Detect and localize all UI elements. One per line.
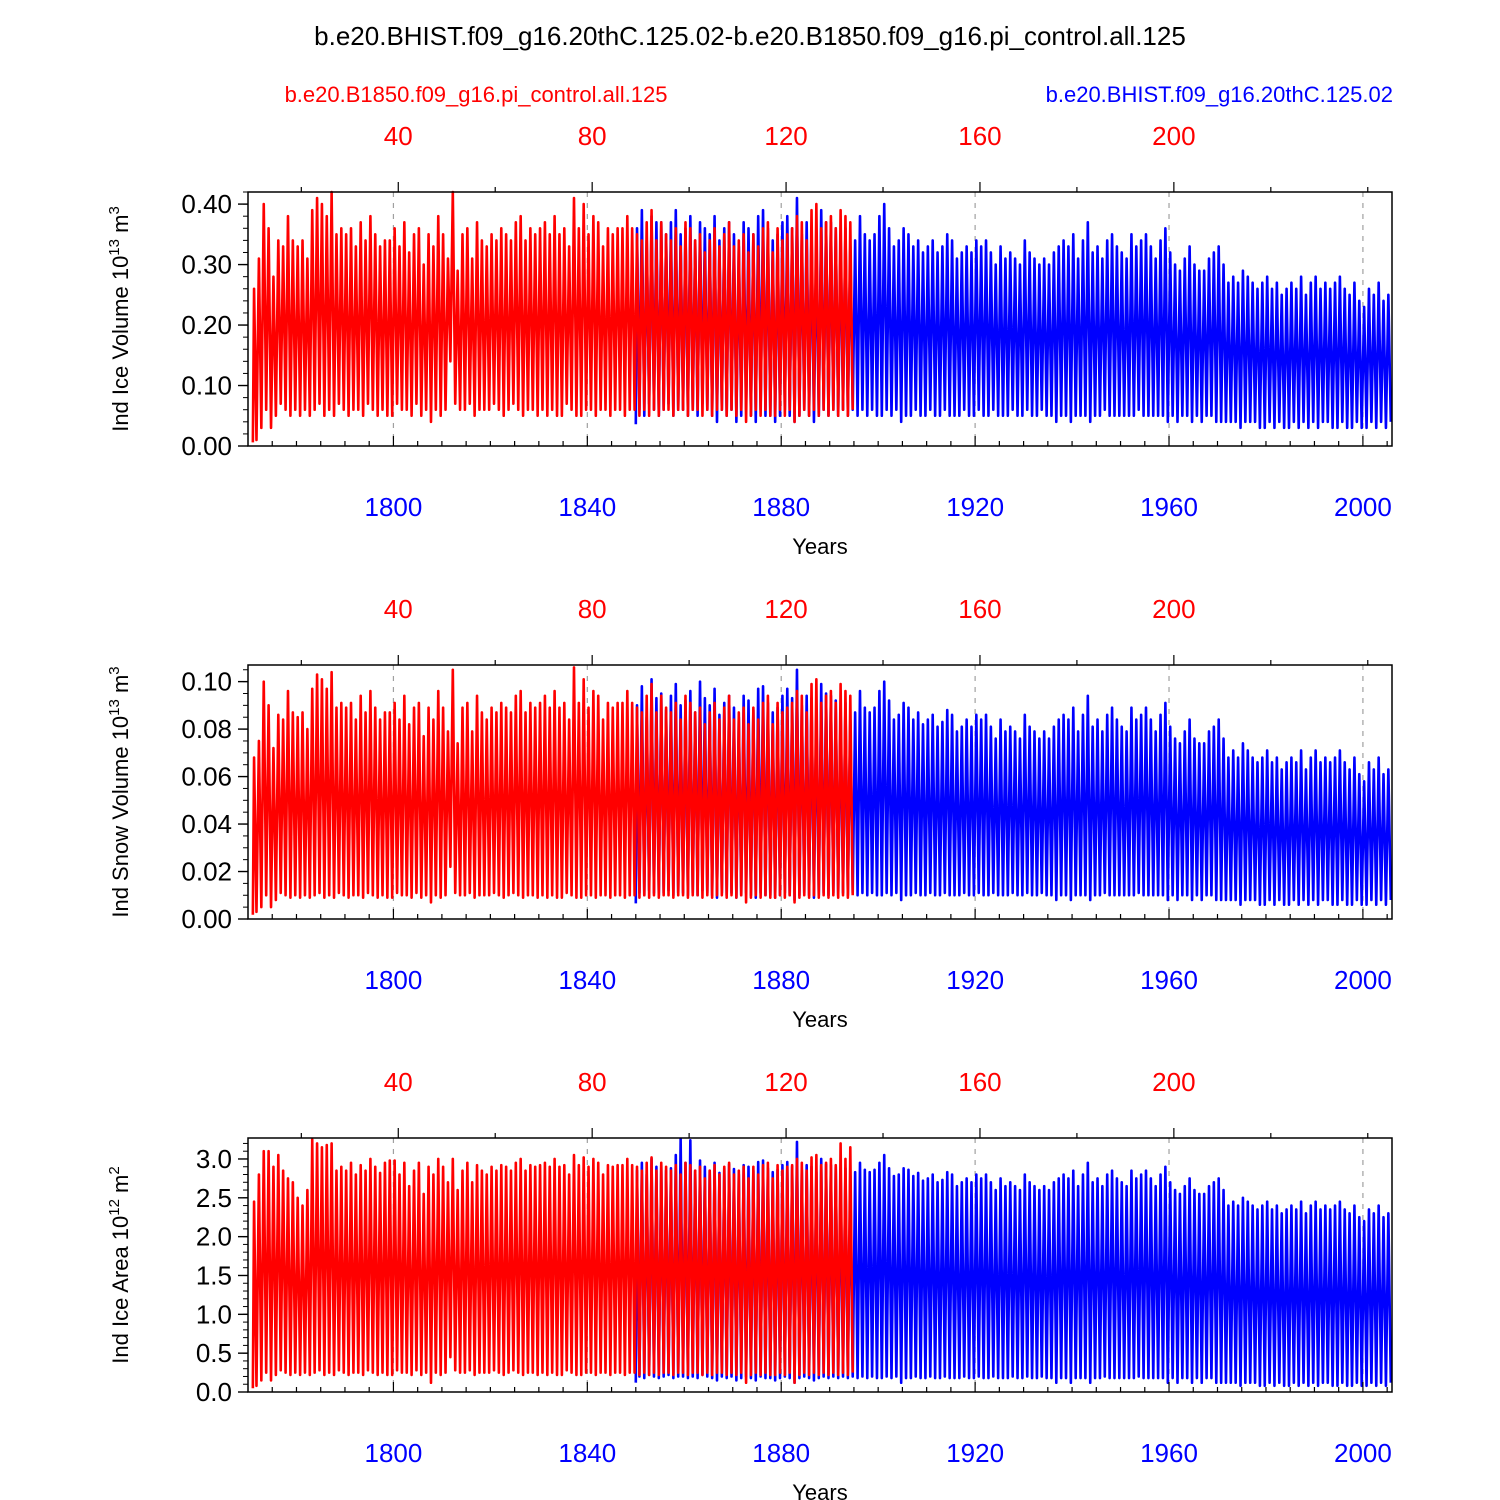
x-tick-label-1800: 1800 xyxy=(365,965,423,995)
x-tick-label-1880: 1880 xyxy=(752,492,810,522)
y-axis-title-part: Ind Ice Volume 10 xyxy=(108,256,133,432)
x-tick-label-1840: 1840 xyxy=(558,1438,616,1468)
x-top-tick-label-200: 200 xyxy=(1152,594,1195,624)
series-line-control xyxy=(251,666,855,915)
y-axis-title-part: Ind Ice Area 10 xyxy=(108,1216,133,1364)
y-tick-label: 0.30 xyxy=(181,250,232,280)
plot-frame xyxy=(247,191,1393,447)
y-axis-title: Ind Ice Area 1012 m2 xyxy=(106,1166,133,1363)
x-top-tick-label-120: 120 xyxy=(764,1067,807,1097)
legend-historical-label: b.e20.BHIST.f09_g16.20thC.125.02 xyxy=(1046,82,1393,107)
plot-frame xyxy=(247,1137,1393,1393)
x-top-tick-label-120: 120 xyxy=(764,594,807,624)
y-axis-title-part: 3 xyxy=(106,666,123,674)
x-top-tick-label-80: 80 xyxy=(578,1067,607,1097)
y-axis-title-part: 13 xyxy=(106,239,123,256)
plot-frame xyxy=(247,664,1393,920)
y-tick-label: 3.0 xyxy=(196,1144,232,1174)
series-line-control xyxy=(251,1138,855,1389)
x-top-tick-label-80: 80 xyxy=(578,594,607,624)
y-tick-label: 2.5 xyxy=(196,1183,232,1213)
y-axis-title-part: Ind Snow Volume 10 xyxy=(108,716,133,918)
x-tick-label-1920: 1920 xyxy=(946,1438,1004,1468)
x-tick-label-2000: 2000 xyxy=(1334,492,1392,522)
y-tick-label: 0.0 xyxy=(196,1377,232,1407)
y-axis-title-part: 13 xyxy=(106,699,123,716)
x-tick-label-1800: 1800 xyxy=(365,1438,423,1468)
x-top-tick-label-40: 40 xyxy=(384,1067,413,1097)
y-tick-label: 1.0 xyxy=(196,1299,232,1329)
x-tick-label-1840: 1840 xyxy=(558,492,616,522)
x-axis-title: Years xyxy=(792,1480,847,1500)
x-tick-label-1840: 1840 xyxy=(558,965,616,995)
chart-panel-3: 1800 1840 1880 1920 1960 2000 Years 40 80 120 160 2… xyxy=(106,1067,1393,1500)
x-top-tick-label-40: 40 xyxy=(384,121,413,151)
x-top-tick-label-80: 80 xyxy=(578,121,607,151)
series-group xyxy=(251,190,1393,443)
series-line-control xyxy=(251,190,855,443)
y-tick-label: 2.0 xyxy=(196,1222,232,1252)
figure-title: b.e20.BHIST.f09_g16.20thC.125.02-b.e20.B… xyxy=(314,21,1186,51)
x-top-tick-label-40: 40 xyxy=(384,594,413,624)
y-axis-title-part: 3 xyxy=(106,206,123,214)
x-tick-label-1800: 1800 xyxy=(365,492,423,522)
x-tick-label-1960: 1960 xyxy=(1140,492,1198,522)
x-tick-label-1880: 1880 xyxy=(752,965,810,995)
x-tick-label-1960: 1960 xyxy=(1140,1438,1198,1468)
x-axis-title: Years xyxy=(792,1007,847,1032)
y-tick-label: 0.10 xyxy=(181,667,232,697)
x-tick-label-2000: 2000 xyxy=(1334,1438,1392,1468)
x-tick-label-2000: 2000 xyxy=(1334,965,1392,995)
y-tick-label: 0.10 xyxy=(181,371,232,401)
y-tick-label: 0.08 xyxy=(181,714,232,744)
series-group xyxy=(251,1137,1393,1389)
y-tick-label: 0.40 xyxy=(181,189,232,219)
x-top-tick-label-200: 200 xyxy=(1152,1067,1195,1097)
y-tick-label: 0.5 xyxy=(196,1338,232,1368)
y-tick-label: 0.00 xyxy=(181,431,232,461)
y-tick-label: 0.00 xyxy=(181,904,232,934)
series-group xyxy=(251,666,1393,915)
y-tick-label: 0.04 xyxy=(181,809,232,839)
y-axis-title-part: m xyxy=(108,1175,133,1199)
x-tick-label-1920: 1920 xyxy=(946,965,1004,995)
x-top-tick-label-160: 160 xyxy=(958,121,1001,151)
legend-control-label: b.e20.B1850.f09_g16.pi_control.all.125 xyxy=(285,82,668,107)
chart-panels: 1800 1840 1880 1920 1960 2000 Years 40 80 120 160 2… xyxy=(106,121,1393,1500)
y-axis-title-part: m xyxy=(108,215,133,239)
y-tick-label: 0.02 xyxy=(181,857,232,887)
series-line-historical xyxy=(634,1137,1393,1388)
x-axis-title: Years xyxy=(792,534,847,559)
y-axis-title-part: 2 xyxy=(106,1166,123,1174)
chart-panel-2: 1800 1840 1880 1920 1960 2000 Years 40 80 120 160 2… xyxy=(106,594,1393,1032)
x-top-tick-label-120: 120 xyxy=(764,121,807,151)
y-tick-label: 0.06 xyxy=(181,762,232,792)
x-top-tick-label-200: 200 xyxy=(1152,121,1195,151)
x-tick-label-1960: 1960 xyxy=(1140,965,1198,995)
y-axis-title: Ind Snow Volume 1013 m3 xyxy=(106,666,133,917)
x-top-tick-label-160: 160 xyxy=(958,594,1001,624)
y-axis-title-part: 12 xyxy=(106,1199,123,1216)
y-axis-title-part: m xyxy=(108,675,133,699)
y-axis-title: Ind Ice Volume 1013 m3 xyxy=(106,206,133,432)
chart-panel-1: 1800 1840 1880 1920 1960 2000 Years 40 80 120 160 2… xyxy=(106,121,1393,559)
y-tick-label: 1.5 xyxy=(196,1260,232,1290)
x-top-tick-label-160: 160 xyxy=(958,1067,1001,1097)
y-tick-label: 0.20 xyxy=(181,310,232,340)
x-tick-label-1920: 1920 xyxy=(946,492,1004,522)
x-tick-label-1880: 1880 xyxy=(752,1438,810,1468)
